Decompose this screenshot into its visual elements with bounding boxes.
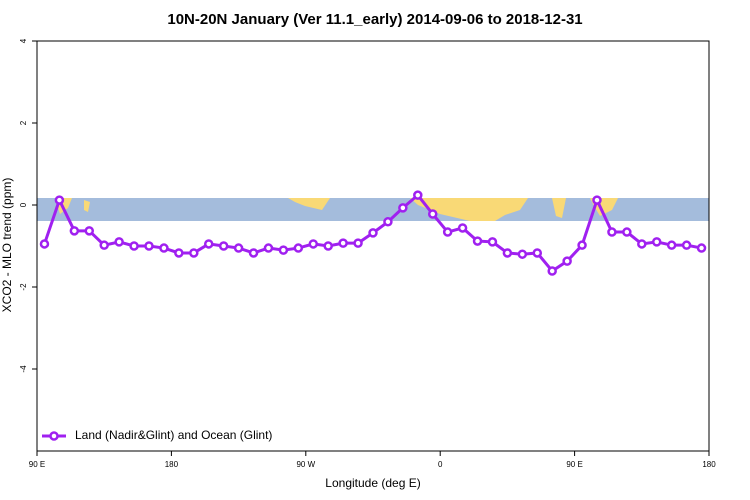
plot-frame xyxy=(36,40,710,452)
ocean-band xyxy=(37,198,709,221)
point xyxy=(263,243,274,253)
point xyxy=(293,243,304,253)
point xyxy=(159,243,169,253)
point xyxy=(114,237,124,247)
point xyxy=(39,239,50,249)
point xyxy=(472,236,483,246)
legend-marker xyxy=(49,431,59,441)
point xyxy=(577,240,587,250)
point xyxy=(502,248,513,258)
point xyxy=(457,223,468,233)
point xyxy=(637,239,647,249)
point xyxy=(427,209,438,219)
point xyxy=(442,227,453,237)
y-tick-label: 0 xyxy=(19,202,28,207)
point xyxy=(338,238,348,248)
point xyxy=(218,241,229,251)
point xyxy=(54,195,65,205)
point xyxy=(129,241,139,251)
point xyxy=(562,256,572,266)
point xyxy=(278,245,289,255)
point xyxy=(547,266,557,276)
land xyxy=(410,198,528,221)
x-tick-label: 90 E xyxy=(29,460,45,469)
point xyxy=(651,237,662,247)
y-tick-label: 4 xyxy=(19,38,28,43)
point xyxy=(99,240,109,250)
point xyxy=(368,228,378,238)
point xyxy=(144,241,154,251)
point xyxy=(622,227,632,237)
point xyxy=(592,195,602,205)
point xyxy=(353,238,363,248)
point xyxy=(413,190,423,200)
point xyxy=(323,241,333,251)
x-tick-label: 90 E xyxy=(566,460,582,469)
point xyxy=(203,239,214,249)
point xyxy=(696,243,707,253)
land xyxy=(84,200,90,212)
point xyxy=(517,249,528,259)
point xyxy=(248,248,259,258)
y-tick-label: -2 xyxy=(19,283,28,291)
x-axis-label: Longitude (deg E) xyxy=(325,476,420,490)
legend-label: Land (Nadir&Glint) and Ocean (Glint) xyxy=(75,428,272,442)
point xyxy=(666,240,677,250)
map-band xyxy=(37,198,709,221)
y-tick-label: -4 xyxy=(19,365,28,373)
point xyxy=(189,248,199,258)
y-tick-label: 2 xyxy=(19,120,28,125)
point xyxy=(84,226,95,236)
y-axis-label: XCO2 - MLO trend (ppm) xyxy=(0,178,14,313)
chart-title: 10N-20N January (Ver 11.1_early) 2014-09… xyxy=(167,11,582,28)
point xyxy=(681,240,692,250)
point xyxy=(233,243,244,253)
x-tick-label: 90 W xyxy=(296,460,315,469)
point xyxy=(487,237,498,247)
x-tick-label: 180 xyxy=(702,460,716,469)
x-tick-label: 0 xyxy=(438,460,443,469)
land xyxy=(552,198,566,218)
point xyxy=(607,227,617,237)
point xyxy=(383,217,393,227)
land xyxy=(288,198,330,210)
point xyxy=(69,226,80,236)
x-tick-label: 180 xyxy=(165,460,179,469)
point xyxy=(398,203,408,213)
point xyxy=(174,248,184,258)
point xyxy=(532,248,543,258)
point xyxy=(308,239,319,249)
